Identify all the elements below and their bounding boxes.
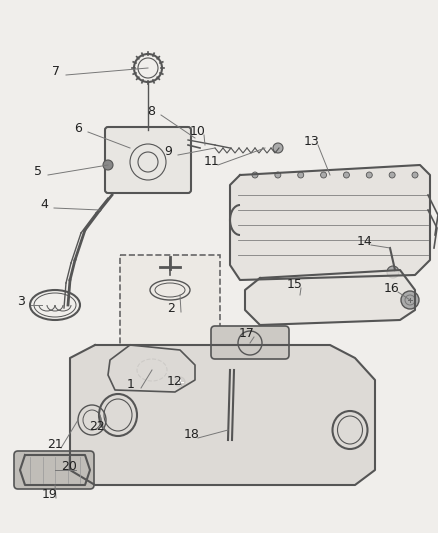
- Text: 19: 19: [41, 488, 57, 501]
- Text: 2: 2: [167, 302, 175, 315]
- Text: 18: 18: [184, 428, 200, 441]
- Circle shape: [273, 143, 283, 153]
- Text: 12: 12: [167, 375, 183, 388]
- Circle shape: [401, 291, 419, 309]
- Circle shape: [298, 172, 304, 178]
- Text: 8: 8: [147, 105, 155, 118]
- FancyBboxPatch shape: [120, 255, 220, 345]
- Text: 13: 13: [304, 135, 320, 148]
- Circle shape: [389, 172, 395, 178]
- Polygon shape: [108, 345, 195, 392]
- Polygon shape: [70, 345, 375, 485]
- Text: 11: 11: [204, 155, 220, 168]
- Circle shape: [103, 160, 113, 170]
- Circle shape: [275, 172, 281, 178]
- Text: 4: 4: [40, 198, 48, 211]
- Text: 3: 3: [17, 295, 25, 308]
- FancyBboxPatch shape: [14, 451, 94, 489]
- Text: 9: 9: [164, 145, 172, 158]
- Circle shape: [321, 172, 327, 178]
- Circle shape: [387, 266, 399, 278]
- Text: 17: 17: [239, 327, 255, 340]
- Text: 14: 14: [357, 235, 373, 248]
- Text: 6: 6: [74, 122, 82, 135]
- Circle shape: [343, 172, 350, 178]
- Text: 10: 10: [190, 125, 206, 138]
- Polygon shape: [245, 270, 415, 325]
- Text: 16: 16: [384, 282, 400, 295]
- Text: 22: 22: [89, 420, 105, 433]
- Circle shape: [175, 377, 185, 387]
- Circle shape: [252, 172, 258, 178]
- Text: 21: 21: [47, 438, 63, 451]
- FancyBboxPatch shape: [211, 326, 289, 359]
- Circle shape: [366, 172, 372, 178]
- Text: 5: 5: [34, 165, 42, 178]
- Text: 1: 1: [127, 378, 135, 391]
- Text: 20: 20: [61, 460, 77, 473]
- Circle shape: [412, 172, 418, 178]
- Text: 7: 7: [52, 65, 60, 78]
- Polygon shape: [20, 455, 90, 485]
- Polygon shape: [230, 165, 430, 280]
- Text: 15: 15: [287, 278, 303, 291]
- FancyBboxPatch shape: [105, 127, 191, 193]
